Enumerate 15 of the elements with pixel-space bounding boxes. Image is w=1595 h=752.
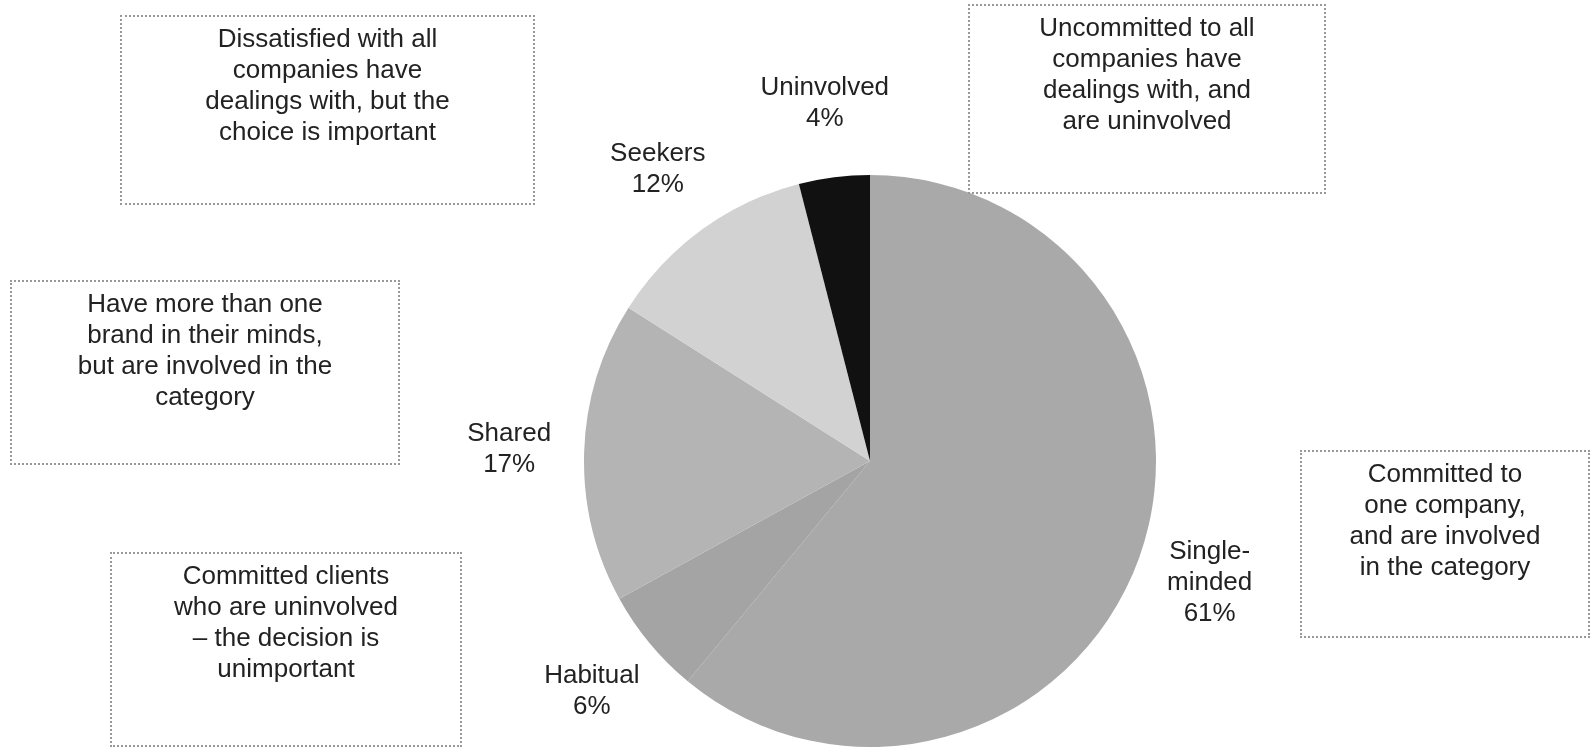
slice-label: Shared	[467, 417, 552, 448]
data-label: 61%	[1183, 597, 1236, 628]
text: Have more than one brand in their minds, but are involved in the category	[10, 280, 400, 465]
text: Dissatisfied with all companies have dealings with, but the choice is important	[120, 15, 535, 205]
slice-label: Uninvolved	[760, 70, 890, 101]
slice-label: Seekers	[610, 136, 706, 167]
text: Committed to one company, and are involved in the category	[1300, 450, 1590, 638]
text: Committed clients who are uninvolved – the decision is unimportant	[110, 552, 462, 747]
data-label: 4%	[805, 101, 844, 132]
data-label: 6%	[573, 689, 611, 720]
text: Uncommitted to all companies have dealings with, and are uninvolved	[968, 4, 1326, 194]
slice-label: Habitual	[544, 658, 640, 689]
data-label: 17%	[483, 448, 536, 479]
slice-label: Single- minded	[1167, 535, 1253, 597]
data-label: 12%	[631, 167, 684, 198]
